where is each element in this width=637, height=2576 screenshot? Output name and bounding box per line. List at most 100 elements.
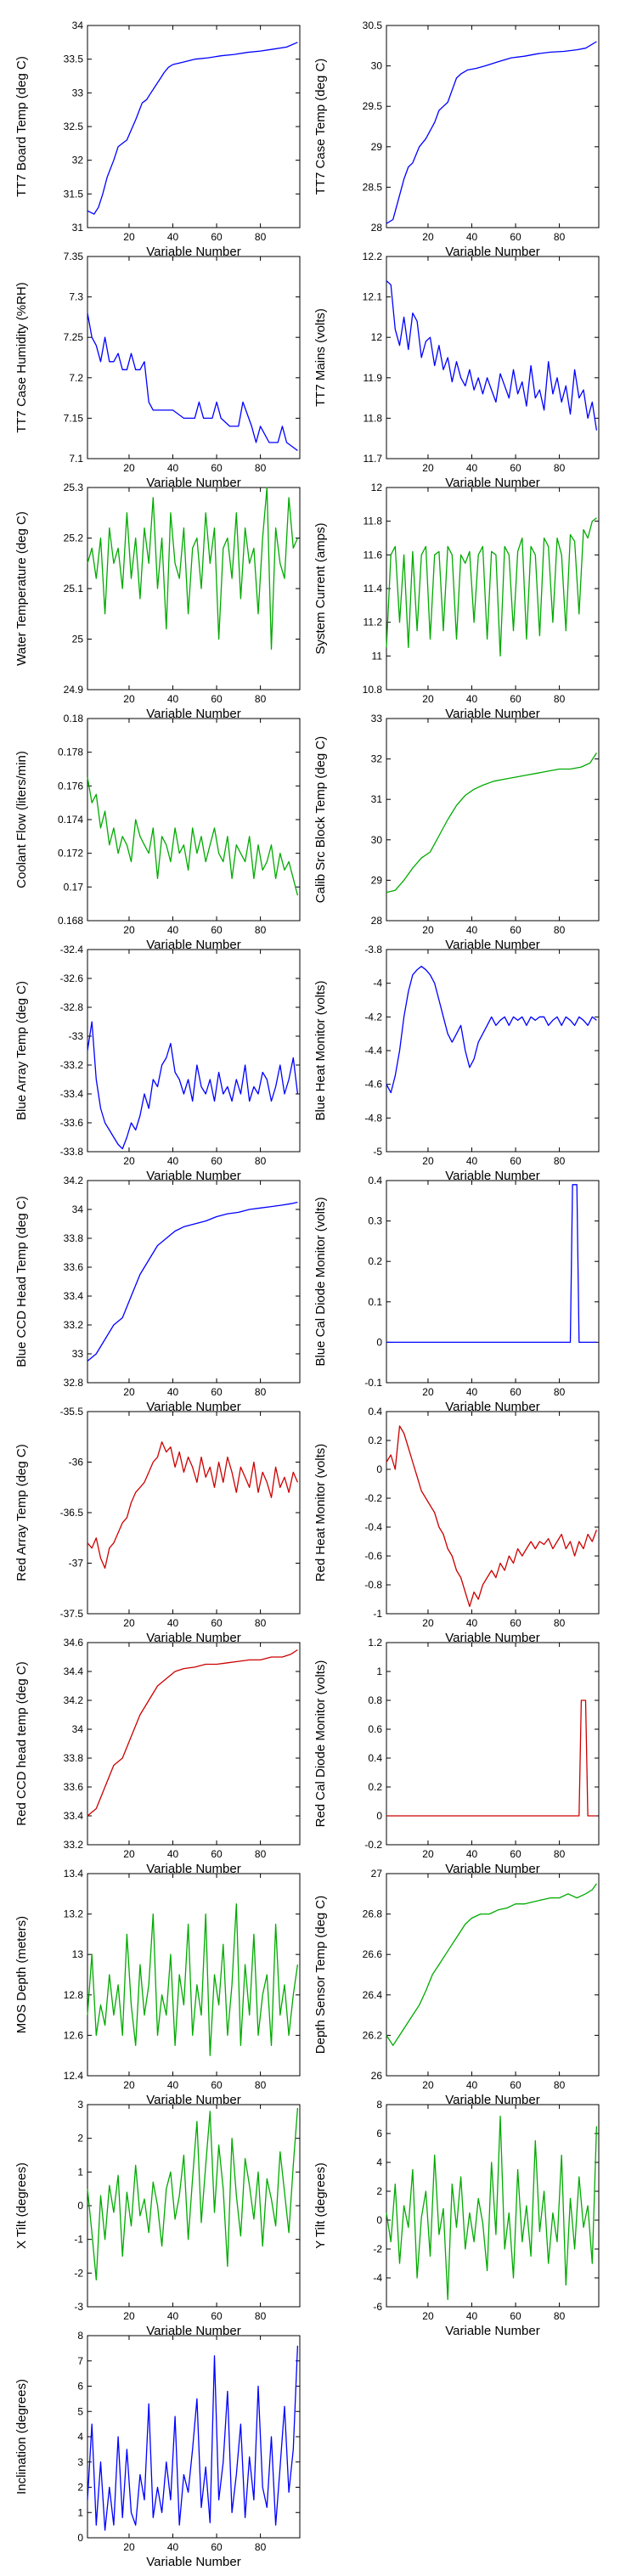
y-tick-label: 8 [77, 2330, 83, 2342]
x-tick-label: 20 [123, 2541, 135, 2553]
y-tick-label: 0.176 [58, 780, 83, 792]
y-tick-label: -2 [373, 2243, 382, 2255]
y-tick-label: -33.4 [60, 1088, 84, 1100]
y-tick-label: 0.1 [368, 1296, 382, 1308]
x-tick-label: 60 [211, 693, 223, 705]
x-tick-label: 80 [255, 1155, 267, 1167]
y-tick-label: 12 [371, 331, 383, 343]
x-tick-label: 60 [510, 1848, 521, 1860]
x-tick-label: 20 [422, 1386, 434, 1398]
plot-frame [386, 1411, 600, 1615]
y-tick-label: -36 [69, 1457, 84, 1468]
chart-svg: 32.8 33 33.2 33.4 33.6 33.8 34 34.2 20 40 60 80 Vari… [14, 1175, 301, 1414]
x-axis-label: Variable Number [445, 1169, 539, 1183]
y-tick-label: 7.2 [69, 372, 83, 384]
x-tick-label: 20 [422, 1155, 434, 1167]
x-tick-label: 80 [255, 2541, 267, 2553]
y-tick-label: -33.2 [60, 1059, 84, 1071]
chart-panel: -1 -0.8 -0.6 -0.4 -0.2 0 0.2 0.4 20 40 60 80 Variabl… [306, 1406, 612, 1652]
x-tick-label: 40 [167, 462, 179, 474]
plot-frame [87, 718, 301, 922]
chart-svg: 0 1 2 3 4 5 6 7 8 20 40 60 80 Variable Number Inclinat… [14, 2330, 301, 2569]
x-tick-label: 40 [466, 1617, 478, 1629]
y-tick-label: 4 [376, 2156, 382, 2168]
series-line [386, 517, 597, 657]
x-tick-label: 20 [123, 1617, 135, 1629]
y-tick-label: 13 [72, 1948, 84, 1960]
chart-panel: -3 -2 -1 0 1 2 3 20 40 60 80 Variable Number X Tilt … [7, 2099, 313, 2345]
y-tick-label: -0.1 [364, 1377, 382, 1389]
chart-panel: 32.8 33 33.2 33.4 33.6 33.8 34 34.2 20 40 60 80 Vari… [7, 1175, 313, 1421]
y-tick-label: 0 [376, 1810, 382, 1822]
x-tick-label: 80 [255, 462, 267, 474]
x-tick-label: 60 [510, 462, 521, 474]
x-tick-label: 60 [510, 924, 521, 936]
y-tick-label: 32 [371, 753, 383, 765]
series-line [386, 1425, 598, 1608]
x-axis-label: Variable Number [146, 707, 240, 721]
chart-svg: 11.7 11.8 11.9 12 12.1 12.2 20 40 60 80 Variable N… [313, 251, 600, 490]
x-tick-label: 80 [255, 2079, 267, 2091]
y-tick-label: 29 [371, 141, 383, 153]
x-axis-label: Variable Number [445, 1631, 539, 1645]
y-tick-label: 33 [72, 87, 84, 99]
x-tick-label: 20 [123, 924, 135, 936]
y-axis-label: Red Cal Diode Monitor (volts) [313, 1660, 328, 1828]
y-axis-label: Depth Sensor Temp (deg C) [313, 1896, 328, 2054]
chart-svg: -33.8 -33.6 -33.4 -33.2 -33 -32.8 -32.6 -32.4 20… [14, 944, 301, 1183]
x-tick-label: 80 [255, 924, 267, 936]
y-tick-label: 24.9 [64, 684, 84, 696]
x-axis-label: Variable Number [445, 2093, 539, 2107]
y-tick-label: 0.2 [368, 1435, 382, 1446]
x-axis-label: Variable Number [445, 2324, 539, 2338]
x-tick-label: 80 [255, 2310, 267, 2322]
chart-panel: 31 31.5 32 32.5 33 33.5 34 20 40 60 80 Variable Num… [7, 20, 313, 266]
chart-svg: -3 -2 -1 0 1 2 3 20 40 60 80 Variable Number X Tilt … [14, 2099, 301, 2338]
chart-svg: 24.9 25 25.1 25.2 25.3 20 40 60 80 Variable Numbe… [14, 482, 301, 721]
x-tick-label: 20 [123, 231, 135, 243]
x-axis-label: Variable Number [146, 2093, 240, 2107]
plot-frame [386, 25, 600, 228]
y-tick-label: 33.8 [64, 1232, 84, 1244]
y-tick-label: 34.2 [64, 1175, 84, 1187]
y-tick-label: -0.4 [364, 1521, 382, 1533]
x-tick-label: 80 [255, 693, 267, 705]
y-axis-label: TT7 Board Temp (deg C) [14, 56, 29, 197]
x-tick-label: 20 [422, 1617, 434, 1629]
chart-panel: 28 29 30 31 32 33 20 40 60 80 Variable Number Calib… [306, 713, 612, 959]
x-tick-label: 40 [167, 231, 179, 243]
y-tick-label: 26.4 [363, 1989, 383, 2001]
plot-frame [87, 1411, 301, 1615]
plot-frame [87, 1642, 301, 1846]
y-tick-label: 32 [72, 155, 84, 166]
chart-panel: 26 26.2 26.4 26.6 26.8 27 20 40 60 80 Variable Num… [306, 1868, 612, 2114]
chart-panel: 12.4 12.6 12.8 13 13.2 13.4 20 40 60 80 Variable N… [7, 1868, 313, 2114]
chart-panel: 7.1 7.15 7.2 7.25 7.3 7.35 20 40 60 80 Variable Nu… [7, 251, 313, 497]
x-tick-label: 20 [123, 1386, 135, 1398]
x-tick-label: 20 [422, 2079, 434, 2091]
y-tick-label: 32.5 [64, 121, 84, 132]
x-tick-label: 60 [211, 2079, 223, 2091]
x-tick-label: 20 [123, 2310, 135, 2322]
x-tick-label: 60 [510, 1617, 521, 1629]
series-line [87, 1021, 299, 1150]
y-axis-label: MOS Depth (meters) [14, 1916, 29, 2033]
y-tick-label: 0.178 [58, 747, 83, 758]
x-tick-label: 60 [211, 1848, 223, 1860]
y-tick-label: 7.35 [64, 251, 84, 262]
y-tick-label: 0.8 [368, 1694, 382, 1706]
y-tick-label: 34 [72, 20, 84, 31]
y-axis-label: Inclination (degrees) [14, 2379, 29, 2494]
y-tick-label: 33.4 [64, 1810, 84, 1822]
chart-svg: 33.2 33.4 33.6 33.8 34 34.2 34.4 34.6 20 40 60 80 Va… [14, 1637, 301, 1876]
plot-frame [87, 949, 301, 1153]
chart-svg: -0.2 0 0.2 0.4 0.6 0.8 1 1.2 20 40 60 80 Variable Nu… [313, 1637, 600, 1876]
y-tick-label: -32.8 [60, 1001, 84, 1013]
y-tick-label: 33.2 [64, 1839, 84, 1851]
x-tick-label: 80 [255, 1848, 267, 1860]
x-tick-label: 80 [554, 1617, 566, 1629]
y-tick-label: 1 [77, 2506, 83, 2518]
y-tick-label: -4 [373, 978, 382, 989]
x-tick-label: 80 [554, 924, 566, 936]
